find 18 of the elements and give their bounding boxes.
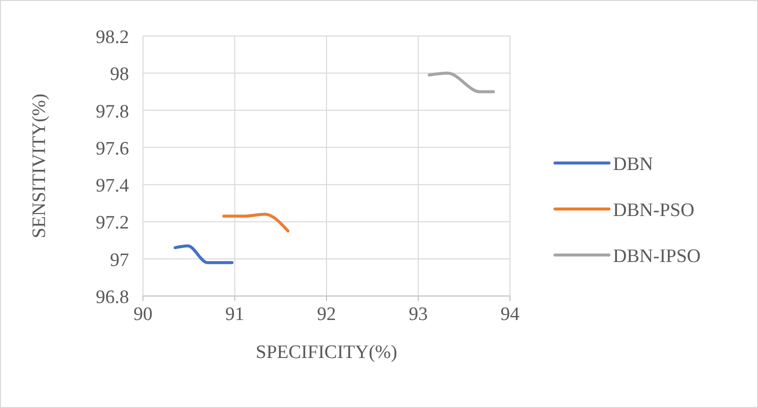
x-tick-label: 94 [500, 304, 520, 325]
y-tick-label: 97 [110, 250, 129, 271]
y-tick-label: 96.8 [96, 287, 129, 308]
y-tick-label: 97.6 [96, 138, 129, 160]
x-axis-title: SPECIFICITY(%) [256, 342, 398, 363]
legend-label: DBN-IPSO [613, 246, 701, 267]
x-tick-label: 92 [317, 304, 336, 325]
legend-label: DBN [613, 154, 654, 175]
y-tick-label: 97.4 [96, 176, 130, 197]
y-tick-label: 97.2 [96, 212, 129, 234]
y-tick-label: 98.2 [96, 27, 129, 48]
y-tick-label: 98 [110, 64, 129, 86]
x-tick-label: 93 [408, 304, 428, 325]
x-tick-label: 91 [225, 304, 244, 325]
legend-label: DBN-PSO [613, 200, 694, 221]
y-tick-label: 97.8 [96, 101, 129, 122]
x-tick-label: 90 [134, 304, 152, 325]
y-axis-title: SENSITIVITY(%) [29, 94, 50, 238]
